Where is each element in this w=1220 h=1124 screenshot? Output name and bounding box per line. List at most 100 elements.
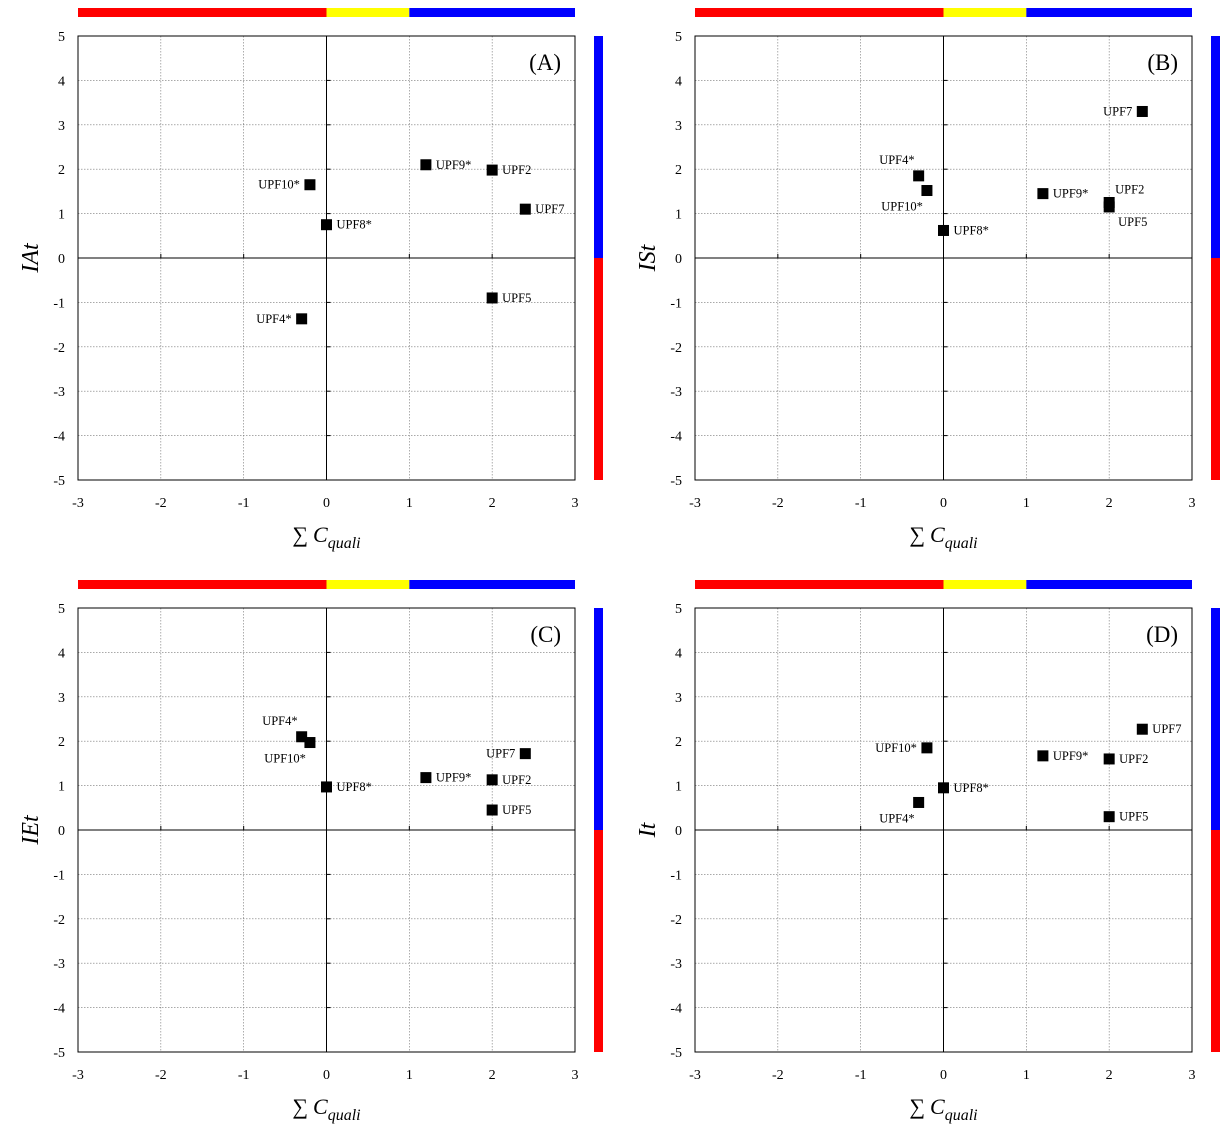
data-point — [420, 772, 432, 784]
chart-panel-2: 5 4 3 2 1 0 -1 -2 -3 -4 -5 -3 -2 -1 0 1 2 3 ISt ∑ Cquali (B) U… — [635, 8, 1220, 552]
plot-frame — [77, 607, 576, 1053]
data-point — [304, 737, 316, 749]
data-point — [486, 292, 498, 304]
x-tick-label: -3 — [72, 496, 84, 511]
data-point — [304, 179, 316, 191]
panel-label: (D) — [1146, 622, 1178, 647]
x-tick-label: 1 — [406, 1068, 413, 1083]
data-point — [486, 804, 498, 816]
x-axis-label-sum: ∑ — [909, 1094, 925, 1119]
x-tick-label: -3 — [72, 1068, 84, 1083]
y-tick-label: -2 — [670, 913, 682, 928]
y-tick-label: -1 — [53, 296, 65, 311]
data-point — [913, 170, 925, 182]
x-tick-label: 1 — [406, 496, 413, 511]
y-tick-label: -1 — [670, 296, 682, 311]
y-tick-label: -2 — [670, 341, 682, 356]
data-point-label: UPF10* — [258, 178, 300, 192]
x-tick-label: -3 — [689, 1068, 701, 1083]
data-point-label: UPF2 — [1119, 752, 1148, 766]
x-tick-label: 3 — [572, 1068, 579, 1083]
y-tick-label: -5 — [53, 474, 65, 489]
data-point — [1136, 723, 1148, 735]
data-point — [486, 774, 498, 786]
y-tick-label: -3 — [53, 385, 65, 400]
data-point — [921, 185, 933, 197]
data-point-label: UPF8* — [954, 223, 989, 237]
data-point — [921, 742, 933, 754]
data-point-label: UPF9* — [436, 158, 471, 172]
data-point — [321, 219, 332, 231]
data-point — [486, 164, 498, 176]
right-color-bar-red — [594, 830, 603, 1052]
x-axis-label-var: C — [930, 522, 945, 547]
y-tick-label: 1 — [58, 780, 65, 795]
data-point — [296, 313, 308, 325]
x-tick-label: -2 — [772, 496, 784, 511]
x-tick-label: 0 — [940, 496, 947, 511]
x-axis-label-var: C — [313, 522, 328, 547]
x-tick-label: 2 — [489, 1068, 496, 1083]
x-tick-label: 1 — [1023, 496, 1030, 511]
data-point — [938, 782, 949, 794]
data-point-label: UPF9* — [1053, 749, 1088, 763]
y-tick-label: 5 — [58, 30, 65, 45]
y-tick-label: -4 — [53, 430, 65, 445]
top-color-bar-yellow — [943, 580, 1027, 589]
data-point — [519, 203, 531, 215]
x-tick-label: -2 — [155, 496, 167, 511]
top-color-bar-yellow — [326, 580, 410, 589]
right-color-bar-blue — [1211, 608, 1220, 830]
data-point-label: UPF7 — [1103, 104, 1132, 118]
data-point-label: UPF7 — [486, 747, 515, 761]
x-tick-label: 2 — [1106, 496, 1113, 511]
data-point — [519, 748, 531, 760]
y-tick-label: 2 — [675, 735, 682, 750]
x-tick-label: -2 — [155, 1068, 167, 1083]
right-color-bar-red — [594, 258, 603, 480]
data-point-label: UPF5 — [502, 803, 531, 817]
data-point — [420, 159, 432, 171]
x-tick-label: -1 — [238, 496, 250, 511]
data-point — [938, 224, 949, 236]
y-tick-label: 3 — [675, 119, 682, 134]
y-tick-label: 2 — [58, 163, 65, 178]
y-tick-label: 1 — [675, 208, 682, 223]
data-point-label: UPF2 — [502, 773, 531, 787]
x-axis-label-var: C — [313, 1094, 328, 1119]
data-point-label: UPF2 — [1115, 183, 1144, 197]
right-color-bar-blue — [594, 608, 603, 830]
data-point-label: UPF9* — [1053, 187, 1088, 201]
panel-label: (B) — [1147, 50, 1178, 75]
y-tick-label: 2 — [675, 163, 682, 178]
plot-frame — [77, 35, 576, 481]
x-tick-label: -1 — [855, 496, 867, 511]
x-axis-label-sum: ∑ — [292, 1094, 308, 1119]
y-tick-label: -2 — [53, 341, 65, 356]
y-tick-label: 1 — [58, 208, 65, 223]
x-tick-label: -1 — [238, 1068, 250, 1083]
data-point-label: UPF4* — [879, 153, 914, 167]
data-point-label: UPF4* — [879, 811, 914, 825]
top-color-bar-red — [78, 8, 327, 17]
top-color-bar-red — [695, 8, 944, 17]
panel-label: (A) — [529, 50, 561, 75]
chart-panel-3: 5 4 3 2 1 0 -1 -2 -3 -4 -5 -3 -2 -1 0 1 2 3 IEt ∑ Cquali (C) U… — [18, 580, 603, 1124]
x-tick-label: 2 — [489, 496, 496, 511]
y-axis-label: ISt — [635, 243, 661, 272]
y-tick-label: -2 — [53, 913, 65, 928]
x-axis-label-var: C — [930, 1094, 945, 1119]
data-point — [296, 731, 308, 743]
top-color-bar-blue — [1026, 580, 1192, 589]
x-tick-label: 3 — [1189, 1068, 1196, 1083]
data-point — [1103, 201, 1115, 213]
y-tick-label: -4 — [670, 430, 682, 445]
x-tick-label: 0 — [323, 1068, 330, 1083]
data-point — [1136, 105, 1148, 117]
top-color-bar-blue — [1026, 8, 1192, 17]
data-point — [1037, 188, 1049, 200]
y-tick-label: 0 — [675, 252, 682, 267]
y-tick-label: 3 — [675, 691, 682, 706]
x-axis-label: ∑ Cquali — [292, 522, 360, 552]
y-axis-label: IEt — [18, 814, 44, 846]
